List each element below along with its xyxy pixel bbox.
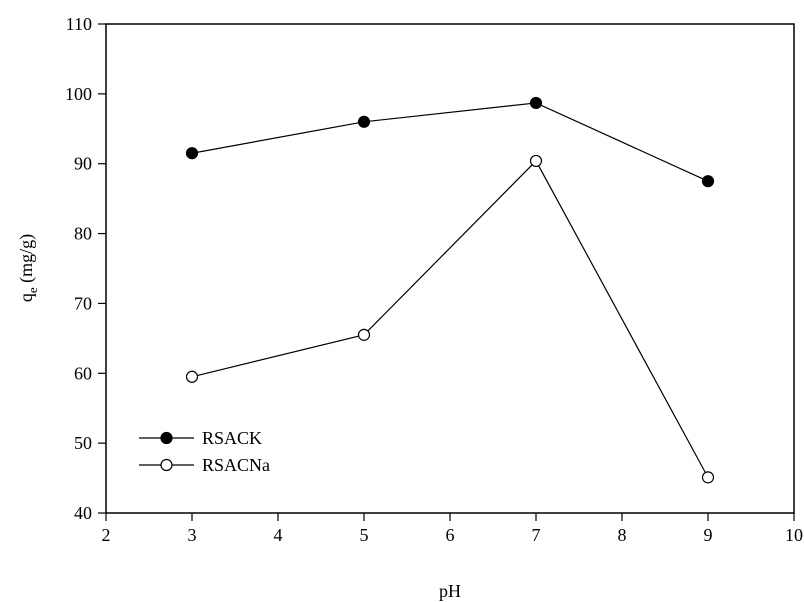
legend: RSACK RSACNa [139,428,270,475]
legend-marker-rsacna [160,458,173,472]
data-point-rsack [185,147,199,160]
x-tick-label: 2 [102,525,111,545]
x-tick-label: 6 [446,525,455,545]
series-group [185,96,715,484]
x-axis-title: pH [439,581,461,601]
data-point-rsacna [185,370,199,383]
data-point-rsacna [701,471,715,484]
data-point-rsack [529,96,543,110]
data-point-rsack [701,175,715,188]
y-axis-title-subscript: e [25,287,40,293]
data-point-rsack [357,115,371,128]
x-tick-label: 7 [532,525,541,545]
y-tick-label: 60 [74,363,92,383]
y-tick-label: 100 [65,84,92,104]
series-line-rsack [191,102,709,182]
x-tick-label: 4 [274,525,283,545]
y-axis-title: qe (mg/g) [16,234,40,302]
x-tick-label: 9 [704,525,713,545]
data-point-rsacna [357,328,371,341]
legend-label-rsacna: RSACNa [202,455,270,475]
x-tick-label: 5 [360,525,369,545]
y-tick-label: 110 [66,14,92,34]
y-tick-label: 80 [74,224,92,244]
y-tick-label: 40 [74,503,92,523]
data-point-rsacna [529,154,543,168]
x-tick-label: 3 [188,525,197,545]
x-tick-label: 8 [618,525,627,545]
legend-marker-rsack [160,431,173,445]
x-tick-label: 10 [785,525,803,545]
ticks: 2 3 4 5 6 7 8 9 10 40 50 60 70 80 90 100 110 [65,14,803,545]
y-axis-title-main: q [16,293,36,302]
y-tick-label: 70 [74,293,92,313]
legend-label-rsack: RSACK [202,428,262,448]
series-line-rsacna [191,159,709,478]
y-axis-title-unit: (mg/g) [16,234,37,288]
y-tick-label: 50 [74,433,92,453]
y-tick-label: 90 [74,154,92,174]
